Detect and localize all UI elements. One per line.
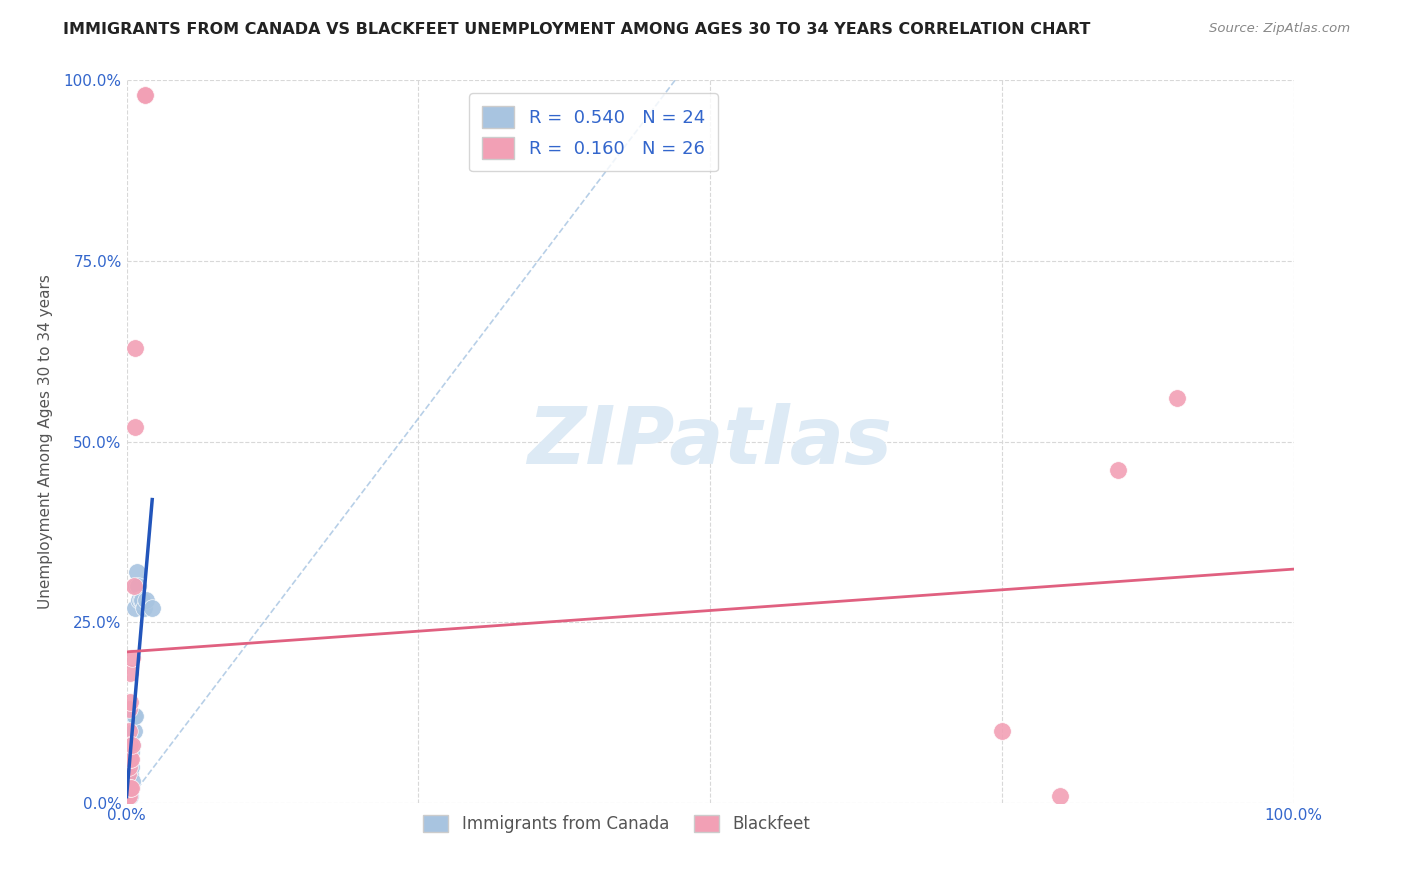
Point (121, 774, 143, 789)
Point (122, 709, 145, 723)
Point (120, 760, 142, 774)
Point (121, 738, 143, 752)
Point (1108, 463, 1130, 477)
Point (118, 781, 141, 796)
Point (990, 723, 1012, 738)
Point (121, 738, 143, 752)
Point (118, 702, 141, 716)
Point (124, 420, 146, 434)
Point (118, 752, 141, 766)
Text: Source: ZipAtlas.com: Source: ZipAtlas.com (1209, 22, 1350, 36)
Point (124, 709, 146, 723)
Point (1166, 391, 1188, 405)
Point (117, 789, 139, 803)
Point (117, 781, 139, 796)
Point (118, 723, 141, 738)
Point (132, 600, 155, 615)
Text: IMMIGRANTS FROM CANADA VS BLACKFEET UNEMPLOYMENT AMONG AGES 30 TO 34 YEARS CORRE: IMMIGRANTS FROM CANADA VS BLACKFEET UNEM… (63, 22, 1091, 37)
Point (118, 789, 141, 803)
Point (120, 752, 142, 766)
Point (128, 593, 150, 607)
Point (118, 695, 141, 709)
Point (118, 738, 141, 752)
Point (124, 600, 146, 615)
Legend: Immigrants from Canada, Blackfeet: Immigrants from Canada, Blackfeet (415, 806, 818, 841)
Point (121, 651, 143, 665)
Y-axis label: Unemployment Among Ages 30 to 34 years: Unemployment Among Ages 30 to 34 years (38, 274, 52, 609)
Point (135, 593, 157, 607)
Point (118, 767, 141, 781)
Point (118, 760, 141, 774)
Point (131, 593, 153, 607)
Point (118, 789, 141, 803)
Point (120, 745, 142, 759)
Point (1049, 789, 1071, 803)
Point (122, 579, 145, 593)
Point (129, 593, 152, 607)
Point (127, 579, 149, 593)
Point (125, 565, 148, 579)
Point (122, 723, 145, 738)
Point (118, 738, 141, 752)
Point (120, 781, 142, 796)
Text: ZIPatlas: ZIPatlas (527, 402, 893, 481)
Point (124, 341, 146, 355)
Point (118, 665, 141, 680)
Point (118, 789, 141, 803)
Point (120, 781, 142, 796)
Point (117, 789, 139, 803)
Point (118, 781, 141, 796)
Point (134, 87, 156, 102)
Point (141, 600, 163, 615)
Point (117, 767, 139, 781)
Point (118, 781, 141, 796)
Point (134, 87, 156, 102)
Point (125, 579, 148, 593)
